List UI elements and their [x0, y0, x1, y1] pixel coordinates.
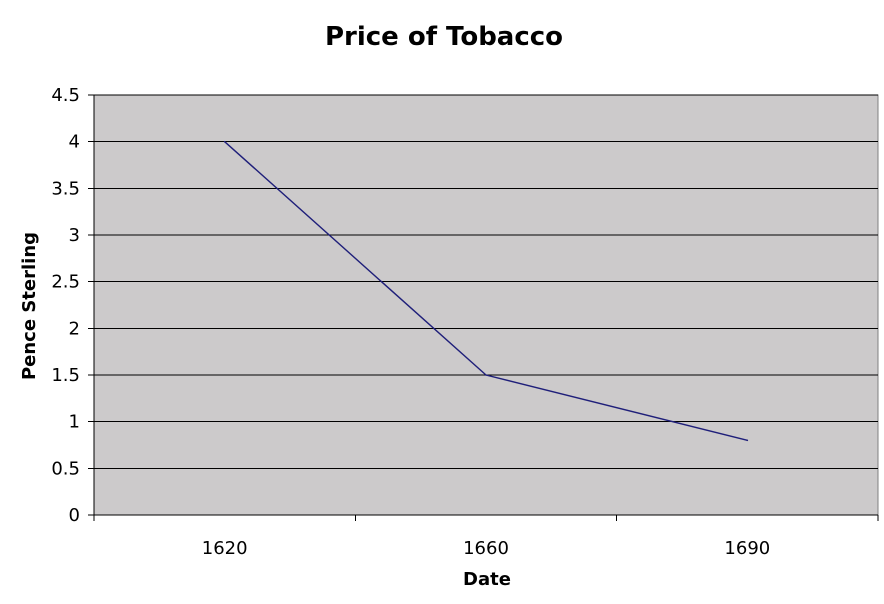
series-layer	[223, 140, 749, 442]
y-tick-label-0: 0	[69, 505, 80, 526]
y-tick-label-9: 4.5	[51, 85, 80, 106]
y-tick-label-4: 2	[69, 318, 80, 339]
y-tick-label-7: 3.5	[51, 178, 80, 199]
axes: 0 0.5 1 1.5 2 2.5 3 3.5 4 4.5 1620 1660 1690	[51, 85, 879, 559]
data-point-0-2	[746, 439, 749, 442]
y-tick-label-8: 4	[69, 132, 80, 153]
x-axis-title: Date	[463, 569, 511, 590]
x-tick-label-2: 1690	[724, 538, 770, 559]
y-tick-label-1: 0.5	[51, 458, 80, 479]
x-tick-label-0: 1620	[202, 538, 248, 559]
gridlines	[94, 94, 878, 469]
chart-title: Price of Tobacco	[325, 22, 563, 52]
y-tick-label-2: 1	[69, 412, 80, 433]
y-tick-label-6: 3	[69, 225, 80, 246]
plot-area	[93, 94, 879, 516]
y-tick-label-5: 2.5	[51, 272, 80, 293]
y-axis-title: Pence Sterling	[19, 232, 40, 380]
y-tick-label-3: 1.5	[51, 365, 80, 386]
data-point-0-0	[223, 140, 226, 143]
data-point-0-1	[485, 374, 487, 376]
x-tick-label-1: 1660	[463, 538, 509, 559]
